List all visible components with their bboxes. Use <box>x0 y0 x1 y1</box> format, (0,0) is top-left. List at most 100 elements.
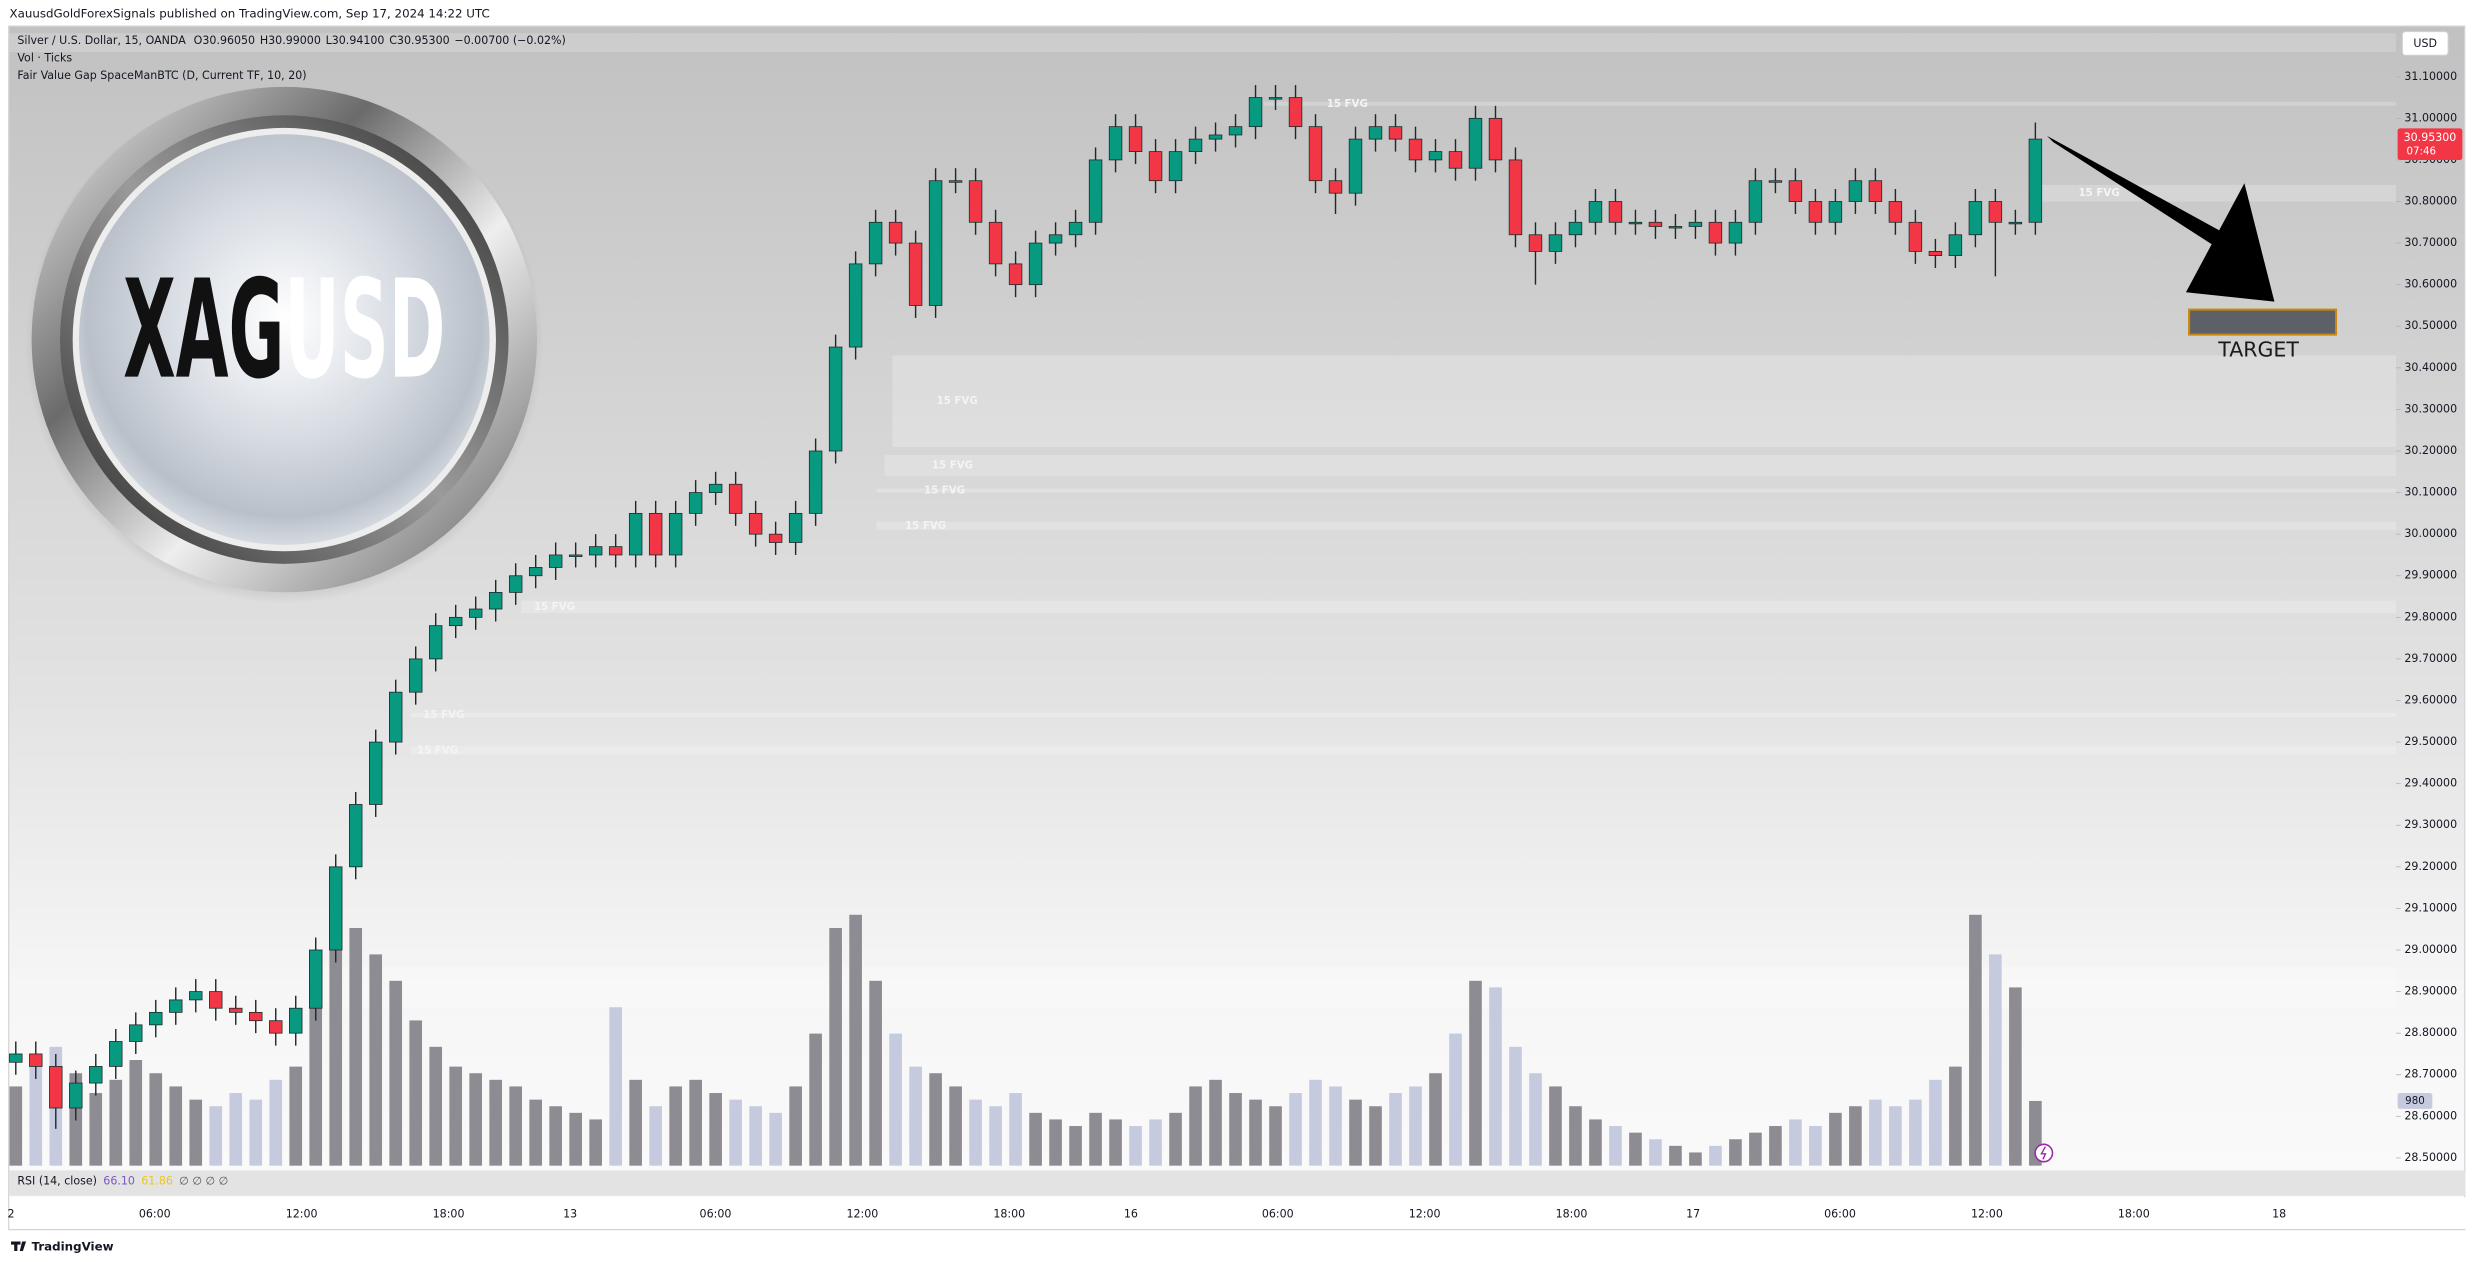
volume-bar <box>1309 1079 1322 1166</box>
candle-body <box>369 741 383 805</box>
fvg-label: 15 FVG <box>932 460 973 472</box>
candle-body <box>1248 97 1263 128</box>
candle-body <box>1128 126 1143 152</box>
candle-body <box>1928 251 1943 256</box>
volume-bar <box>89 1093 103 1166</box>
volume-bar <box>909 1066 922 1166</box>
footer: TradingView <box>11 1239 114 1253</box>
target: TARGET <box>2188 308 2338 361</box>
x-tick-label: 18 <box>2272 1208 2286 1221</box>
fvg-zones: 15 FVG 15 FVG 15 FVG 15 FVG 15 FVG 15 FVG 15 F… <box>315 98 2397 1009</box>
volume-bar <box>1709 1145 1722 1166</box>
candle-body <box>1188 138 1203 152</box>
candle-body <box>209 991 223 1009</box>
volume-bar <box>469 1073 483 1166</box>
candle-body <box>1648 221 1663 227</box>
volume-bar <box>2009 987 2022 1166</box>
volume-bar <box>1449 1033 1462 1166</box>
y-tick-label: 28.60000 <box>2404 1109 2457 1122</box>
fvg-zone <box>876 521 2397 531</box>
candle-body <box>508 575 523 593</box>
volume-bar <box>1989 954 2002 1166</box>
candle-body <box>808 450 823 514</box>
y-tick-label: 28.70000 <box>2404 1068 2457 1081</box>
volume-bar <box>29 1066 43 1166</box>
volume-bar <box>1249 1099 1262 1166</box>
candle-body <box>129 1024 143 1042</box>
currency-box[interactable] <box>2401 31 2449 56</box>
x-tick-label: 17 <box>1686 1208 1700 1221</box>
volume-bar <box>1649 1139 1662 1166</box>
candle-body <box>1028 242 1043 286</box>
volume-bar <box>169 1086 183 1166</box>
volume-bar <box>569 1112 582 1166</box>
candle-body <box>828 346 843 452</box>
candle-body <box>948 180 963 183</box>
fvg-label: 15 FVG <box>937 395 978 407</box>
volume-bar <box>829 928 842 1166</box>
volume-bar <box>1189 1086 1202 1166</box>
candle-body <box>69 1082 83 1109</box>
y-tick-label: 29.30000 <box>2404 818 2457 831</box>
volume-bar <box>1869 1099 1882 1166</box>
candle-body <box>1108 126 1123 161</box>
y-tick-label: 30.10000 <box>2404 486 2457 499</box>
y-tick-label: 30.80000 <box>2404 195 2457 208</box>
candle-body <box>1528 234 1543 252</box>
price-tag-label: 30.95300 <box>2404 131 2457 144</box>
y-tick-label: 31.10000 <box>2404 70 2457 83</box>
candle-body <box>389 691 403 743</box>
volume-bar <box>689 1079 702 1166</box>
volume-bar <box>1089 1112 1102 1166</box>
candle-body <box>1668 226 1683 229</box>
candle-body <box>428 625 443 660</box>
x-tick-label: 12:00 <box>1971 1208 2003 1221</box>
volume-bar <box>1789 1119 1802 1166</box>
candle-body <box>448 616 463 627</box>
candle-body <box>648 512 663 556</box>
alert-icon[interactable] <box>2034 1143 2054 1163</box>
candle-body <box>1588 201 1603 223</box>
rsi-extra: ∅ ∅ ∅ ∅ <box>179 1174 228 1187</box>
rsi-value: 66.10 <box>103 1174 135 1187</box>
volume-bar <box>1949 1066 1962 1166</box>
candle-body <box>708 483 723 493</box>
y-tick-label: 30.50000 <box>2404 319 2457 332</box>
x-tick-label: 12:00 <box>286 1208 318 1221</box>
candle-body <box>548 554 563 568</box>
candle-body <box>1448 151 1463 169</box>
volume-tag-label: 980 <box>2405 1095 2425 1107</box>
candle-body <box>269 1020 283 1034</box>
candle-body <box>1728 221 1743 244</box>
volume-bar <box>789 1086 802 1166</box>
candle-body <box>1368 126 1383 140</box>
y-tick-label: 30.20000 <box>2404 444 2457 457</box>
candle-body <box>888 221 903 244</box>
x-tick-label: 2 <box>8 1208 15 1221</box>
volume-bar <box>489 1079 503 1166</box>
volume-bar <box>369 954 383 1166</box>
volume-bar <box>129 1060 143 1166</box>
candle-body <box>1268 97 1283 100</box>
candle-body <box>1148 151 1163 182</box>
candle-body <box>1208 134 1223 140</box>
volume-bar <box>1009 1093 1022 1166</box>
price-axis: 28.50000 28.60000 28.70000 28.80000 28.90000… <box>2396 70 2463 1164</box>
y-tick-label: 30.60000 <box>2404 278 2457 291</box>
x-tick-label: 06:00 <box>700 1208 732 1221</box>
candle-body <box>229 1007 243 1013</box>
volume-bar <box>309 967 323 1166</box>
y-tick-label: 29.90000 <box>2404 569 2457 582</box>
candle-body <box>868 221 883 265</box>
candle-body <box>1568 221 1583 236</box>
logo-quote: USD <box>284 252 445 410</box>
candle-body <box>1388 126 1403 140</box>
y-tick-label: 29.20000 <box>2404 860 2457 873</box>
volume-bar <box>709 1093 722 1166</box>
candles <box>9 85 2043 1129</box>
volume-bar <box>849 914 862 1166</box>
volume-bar <box>509 1086 523 1166</box>
brand: TradingView <box>32 1239 114 1253</box>
candle-body <box>1888 201 1903 223</box>
